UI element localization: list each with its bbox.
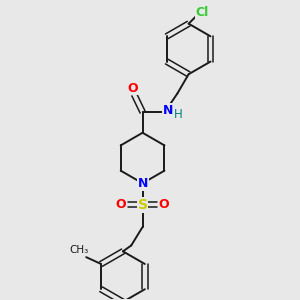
Text: O: O xyxy=(116,198,127,211)
Text: N: N xyxy=(137,177,148,190)
Text: O: O xyxy=(128,82,138,95)
Text: O: O xyxy=(159,198,169,211)
Text: N: N xyxy=(163,104,174,117)
Text: Cl: Cl xyxy=(196,7,209,20)
Text: H: H xyxy=(174,108,183,121)
Text: CH₃: CH₃ xyxy=(70,245,89,255)
Text: S: S xyxy=(138,198,148,212)
